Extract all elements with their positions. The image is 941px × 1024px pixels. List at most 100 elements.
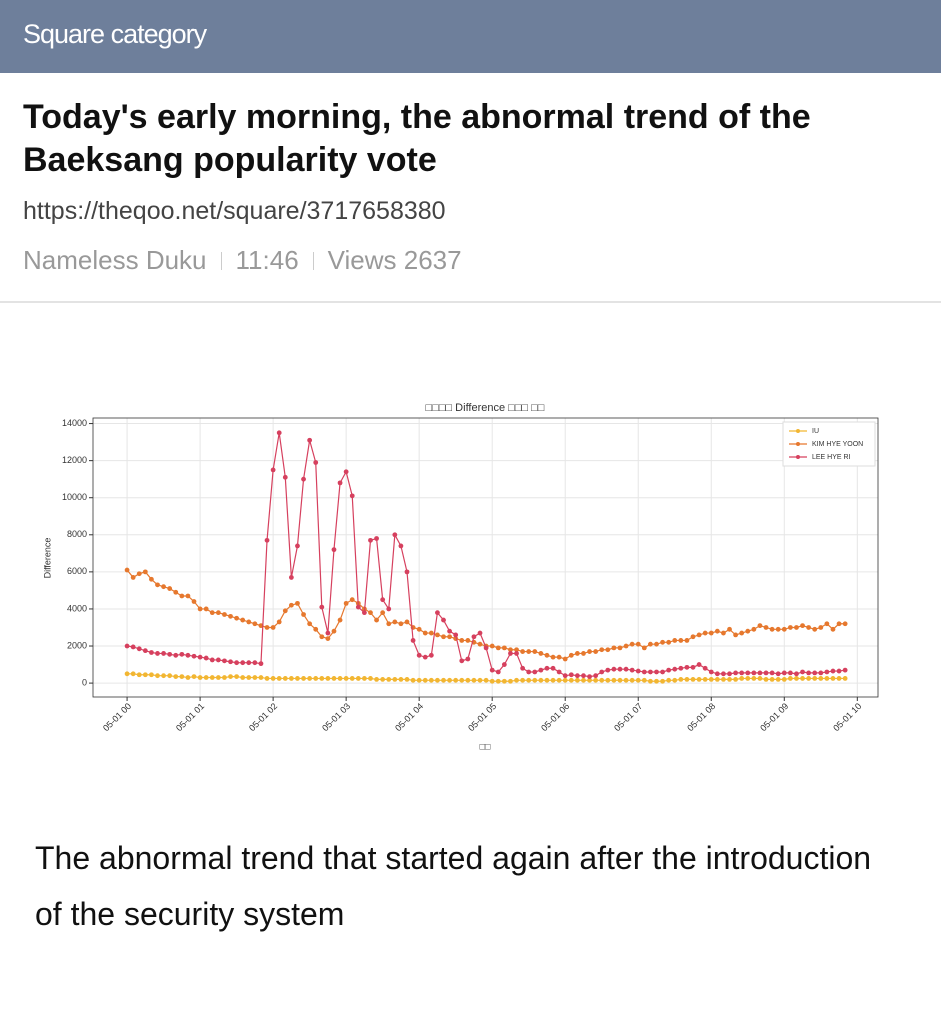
data-point bbox=[197, 675, 203, 680]
data-point bbox=[708, 630, 714, 636]
data-point bbox=[142, 569, 148, 575]
plot-frame bbox=[92, 417, 879, 698]
data-point bbox=[733, 632, 739, 638]
data-point bbox=[404, 619, 410, 625]
data-point bbox=[459, 638, 465, 643]
data-point bbox=[179, 674, 185, 680]
data-point bbox=[654, 678, 659, 684]
data-point bbox=[368, 610, 373, 616]
data-point bbox=[745, 676, 751, 681]
data-point bbox=[830, 626, 836, 632]
data-point bbox=[635, 668, 641, 674]
data-point bbox=[362, 676, 367, 681]
post-body: The abnormal trend that started again af… bbox=[35, 840, 872, 932]
data-point bbox=[349, 676, 355, 681]
data-point bbox=[240, 617, 246, 623]
data-point bbox=[775, 676, 781, 682]
data-point bbox=[806, 676, 812, 681]
data-point bbox=[562, 677, 568, 683]
post-url[interactable]: https://theqoo.net/square/3717658380 bbox=[23, 197, 446, 225]
data-point bbox=[587, 674, 592, 680]
data-point bbox=[739, 670, 745, 676]
data-point bbox=[775, 626, 781, 632]
data-point bbox=[812, 626, 818, 632]
data-point bbox=[191, 653, 197, 659]
data-point bbox=[288, 602, 294, 608]
data-point bbox=[702, 630, 708, 636]
series-line bbox=[126, 432, 846, 678]
data-point bbox=[149, 576, 154, 582]
y-tick-label: 12000 bbox=[62, 455, 87, 465]
data-point bbox=[836, 668, 842, 674]
legend-label: LEE HYE RI bbox=[812, 454, 851, 461]
x-tick-label: 05-01 10 bbox=[831, 701, 863, 733]
data-point bbox=[617, 677, 623, 683]
data-point bbox=[508, 651, 513, 656]
data-point bbox=[672, 638, 678, 643]
data-point bbox=[240, 660, 246, 666]
y-tick-label: 2000 bbox=[67, 640, 87, 650]
data-point bbox=[660, 639, 665, 645]
chart-title: □□□□ Difference □□□ □□ bbox=[426, 402, 545, 414]
data-point bbox=[514, 647, 519, 653]
data-point bbox=[495, 678, 501, 684]
data-point bbox=[532, 649, 538, 654]
post-meta: Nameless Duku 11:46 Views 2637 bbox=[23, 245, 462, 276]
data-point bbox=[130, 671, 136, 677]
data-point bbox=[556, 654, 562, 660]
data-point bbox=[806, 670, 812, 676]
data-point bbox=[349, 493, 355, 499]
x-tick-label: 05-01 04 bbox=[393, 701, 425, 733]
data-point bbox=[246, 619, 252, 625]
separator bbox=[220, 251, 222, 270]
data-point bbox=[526, 649, 532, 654]
data-point bbox=[471, 634, 477, 640]
data-point bbox=[155, 582, 160, 588]
data-point bbox=[733, 676, 739, 682]
data-point bbox=[508, 678, 513, 684]
data-point bbox=[392, 676, 398, 682]
data-point bbox=[733, 670, 739, 676]
data-point bbox=[191, 674, 197, 680]
data-point bbox=[824, 669, 830, 675]
data-point bbox=[374, 617, 379, 623]
data-point bbox=[800, 623, 805, 629]
data-point bbox=[362, 610, 367, 616]
data-point bbox=[209, 675, 215, 680]
data-point bbox=[386, 606, 392, 612]
data-point bbox=[751, 626, 757, 632]
data-point bbox=[714, 671, 720, 677]
data-point bbox=[550, 677, 556, 683]
data-point bbox=[185, 652, 191, 658]
data-point bbox=[252, 621, 258, 627]
data-point bbox=[264, 625, 270, 630]
x-tick-label: 05-01 01 bbox=[174, 701, 206, 733]
data-point bbox=[228, 674, 233, 680]
data-point bbox=[794, 676, 799, 681]
data-point bbox=[501, 662, 507, 667]
data-point bbox=[623, 666, 629, 672]
data-point bbox=[745, 670, 751, 676]
data-point bbox=[161, 584, 166, 590]
data-point bbox=[696, 632, 702, 638]
data-point bbox=[246, 660, 252, 666]
data-point bbox=[416, 677, 422, 683]
data-point bbox=[355, 676, 361, 681]
category[interactable]: Square category bbox=[23, 19, 207, 49]
data-point bbox=[295, 676, 300, 681]
data-point bbox=[489, 643, 495, 649]
data-point bbox=[623, 677, 629, 683]
data-point bbox=[538, 667, 544, 673]
data-point bbox=[672, 677, 678, 683]
x-tick-label: 05-01 03 bbox=[320, 701, 352, 733]
data-point bbox=[282, 608, 288, 614]
data-point bbox=[830, 668, 836, 674]
data-point bbox=[690, 664, 696, 670]
data-point bbox=[721, 676, 726, 682]
data-point bbox=[447, 677, 452, 683]
data-point bbox=[209, 657, 215, 663]
data-point bbox=[325, 676, 331, 681]
data-point bbox=[173, 589, 179, 595]
data-point bbox=[301, 676, 306, 681]
